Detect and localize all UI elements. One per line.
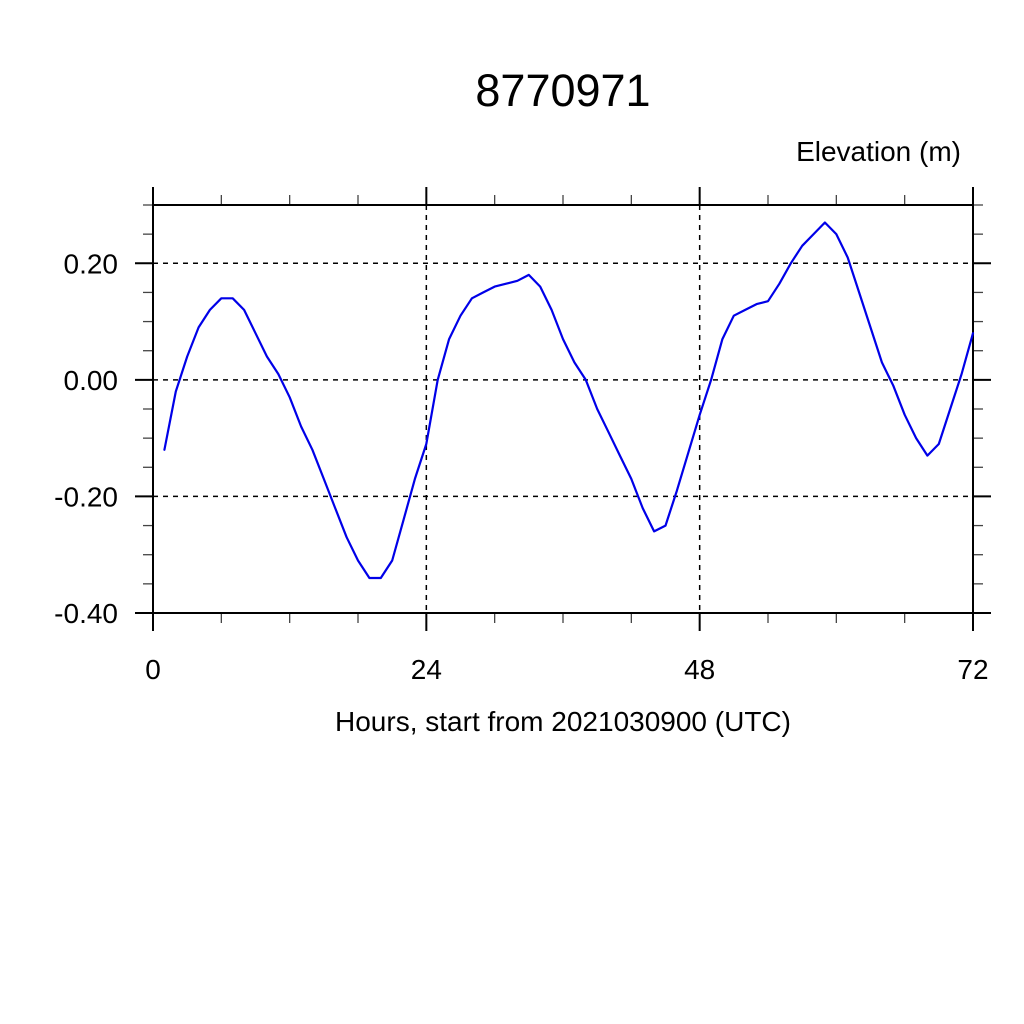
x-tick-label: 72 — [957, 654, 988, 685]
y-tick-label: 0.20 — [64, 248, 119, 279]
x-tick-labels: 0 24 48 72 — [145, 654, 988, 685]
y-tick-labels: -0.40 -0.20 0.00 0.20 — [54, 248, 118, 629]
x-tick-label: 0 — [145, 654, 161, 685]
plot-frame — [152, 204, 974, 614]
x-tick-label: 48 — [684, 654, 715, 685]
y-axis-unit-label: Elevation (m) — [796, 136, 961, 167]
x-axis-label: Hours, start from 2021030900 (UTC) — [335, 706, 791, 737]
y-tick-label: -0.20 — [54, 481, 118, 512]
axis-ticks — [135, 187, 991, 631]
x-tick-label: 24 — [411, 654, 442, 685]
elevation-line — [163, 221, 975, 580]
chart-title: 8770971 — [475, 65, 650, 116]
y-tick-label: 0.00 — [64, 365, 119, 396]
y-tick-label: -0.40 — [54, 598, 118, 629]
